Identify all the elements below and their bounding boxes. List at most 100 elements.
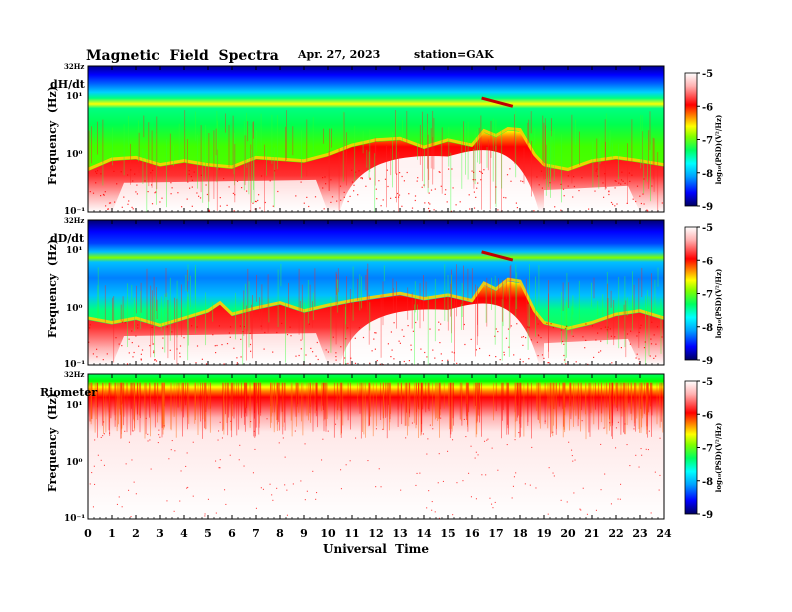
riometer-speck	[434, 511, 436, 513]
noise-speck	[469, 208, 471, 210]
riometer-speck	[254, 448, 256, 450]
riometer-speck	[604, 473, 606, 475]
colorbar-tick-label: -5	[702, 377, 713, 388]
noise-speck	[241, 187, 243, 189]
riometer-speck	[624, 423, 626, 425]
noise-speck	[398, 196, 400, 198]
riometer-speck	[481, 474, 483, 476]
colorbar-tick-label: -6	[702, 256, 713, 267]
noise-speck	[396, 192, 399, 195]
noise-speck	[332, 336, 334, 338]
riometer-speck	[529, 484, 531, 486]
riometer-speck	[524, 483, 526, 485]
riometer-speck	[491, 503, 493, 505]
noise-speck	[371, 350, 373, 352]
noise-speck	[116, 183, 118, 185]
riometer-speck	[130, 516, 132, 518]
riometer-speck	[147, 433, 149, 435]
noise-speck	[629, 343, 631, 345]
noise-speck	[446, 201, 448, 203]
noise-speck	[650, 338, 652, 340]
noise-speck	[626, 202, 628, 204]
noise-speck	[434, 188, 436, 190]
noise-speck	[376, 198, 378, 200]
dHdt-panel-label: dH/dt	[50, 78, 86, 91]
riometer-speck	[93, 465, 95, 467]
noise-speck	[474, 179, 476, 181]
noise-speck	[621, 171, 623, 173]
noise-speck	[162, 347, 164, 349]
noise-speck	[463, 323, 465, 326]
noise-speck	[573, 176, 575, 178]
noise-speck	[522, 361, 524, 363]
dDdt-ytick-10-m1: 10⁻¹	[64, 360, 85, 370]
noise-speck	[187, 181, 189, 183]
noise-speck	[201, 358, 203, 360]
noise-speck	[191, 179, 193, 181]
noise-speck	[322, 187, 324, 189]
noise-speck	[260, 325, 262, 327]
noise-speck	[503, 354, 505, 356]
noise-speck	[355, 171, 357, 173]
noise-speck	[121, 321, 123, 323]
riometer-speck	[340, 488, 342, 490]
noise-speck	[144, 180, 146, 182]
noise-speck	[499, 359, 501, 361]
noise-speck	[626, 333, 629, 335]
quiet-region	[112, 333, 328, 365]
riometer-speck	[238, 459, 240, 461]
noise-speck	[140, 353, 142, 355]
noise-speck	[176, 348, 178, 350]
noise-speck	[554, 206, 556, 208]
riometer-speck	[312, 470, 314, 472]
noise-speck	[233, 347, 235, 349]
noise-speck	[387, 185, 389, 188]
noise-speck	[520, 180, 522, 182]
noise-speck	[643, 178, 645, 180]
noise-speck	[310, 347, 312, 349]
noise-speck	[653, 357, 655, 359]
riometer-speck	[135, 493, 137, 495]
noise-speck	[236, 357, 238, 359]
riometer-speck	[207, 498, 209, 500]
noise-speck	[575, 361, 577, 363]
noise-speck	[416, 180, 418, 182]
noise-speck	[444, 193, 446, 195]
noise-speck	[456, 362, 458, 364]
riometer-speck	[185, 465, 187, 467]
riometer-speck	[230, 420, 232, 422]
colorbar-tick-label: -9	[702, 356, 713, 367]
noise-speck	[218, 325, 220, 327]
riometer-speck	[284, 484, 286, 486]
noise-speck	[527, 326, 529, 328]
noise-speck	[594, 190, 596, 192]
riometer-speck	[204, 515, 206, 517]
colorbar-label: log₁₀(PSD)(V²/Hz)	[714, 115, 723, 185]
noise-speck	[631, 174, 633, 176]
noise-speck	[305, 354, 307, 356]
riometer-speck	[218, 467, 220, 469]
quiet-region	[340, 150, 540, 212]
noise-speck	[587, 363, 589, 365]
noise-speck	[536, 341, 538, 343]
noise-speck	[560, 209, 562, 211]
noise-speck	[223, 363, 225, 365]
noise-speck	[277, 190, 279, 193]
noise-speck	[541, 187, 543, 189]
noise-speck	[218, 168, 220, 170]
riometer-speck	[173, 510, 175, 512]
noise-speck	[133, 351, 135, 354]
noise-speck	[477, 182, 479, 184]
noise-speck	[505, 337, 508, 339]
riometer-speck	[304, 499, 306, 501]
x-tick-label: 6	[228, 527, 236, 540]
noise-speck	[134, 173, 136, 175]
riometer-spectrogram: Riometer	[40, 373, 665, 520]
x-tick-label: 3	[156, 527, 164, 540]
noise-speck	[179, 356, 181, 358]
noise-speck	[92, 353, 94, 355]
noise-speck	[128, 200, 130, 202]
riometer-speck	[475, 451, 477, 453]
riometer-speck	[535, 487, 537, 489]
riometer-speck	[215, 460, 217, 462]
